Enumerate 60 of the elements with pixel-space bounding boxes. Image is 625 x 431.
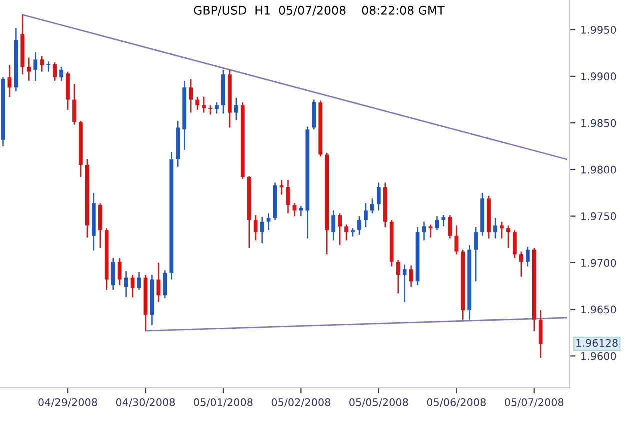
candlestick — [118, 258, 122, 286]
candlestick — [111, 258, 116, 291]
candlestick — [60, 66, 64, 82]
x-tick-label: 04/29/2008 — [38, 398, 98, 408]
candlestick — [332, 210, 336, 242]
candlestick — [234, 97, 238, 121]
candlestick — [260, 216, 264, 244]
candlestick — [435, 216, 440, 231]
candlestick — [202, 96, 206, 114]
candlestick — [163, 270, 168, 300]
x-tick-label: 04/30/2008 — [116, 398, 176, 408]
candlestick — [500, 221, 504, 240]
candlestick — [364, 202, 368, 228]
chart-title: GBP/USD H1 05/07/2008 08:22:08 GMT — [194, 6, 445, 16]
candlestick — [526, 246, 530, 268]
x-tick-label: 05/07/2008 — [505, 398, 564, 408]
candlestick — [196, 96, 200, 111]
candlestick — [208, 104, 212, 116]
candlestick — [409, 265, 414, 288]
candlestick — [494, 218, 498, 240]
candlestick — [454, 225, 459, 256]
x-tick-label: 05/05/2008 — [350, 398, 408, 408]
candlestick — [448, 214, 452, 240]
candlestick — [506, 225, 510, 249]
candlestick — [215, 102, 219, 114]
text: 1.96128 — [576, 339, 618, 348]
candlestick — [27, 57, 32, 82]
candlestick — [344, 224, 348, 242]
candlestick — [189, 78, 194, 114]
candlestick — [442, 214, 446, 228]
candlestick — [53, 62, 57, 82]
candlestick — [156, 262, 161, 303]
candlestick — [34, 52, 38, 82]
candlestick — [402, 264, 407, 303]
candlestick — [474, 226, 478, 282]
candlestick — [280, 179, 284, 196]
candlestick — [266, 212, 271, 231]
candlestick — [376, 182, 381, 212]
y-tick-label: 1.9600 — [582, 352, 616, 360]
candlestick — [40, 55, 44, 72]
candlestick — [519, 251, 524, 278]
y-tick-label: 1.9700 — [582, 259, 616, 268]
candlestick — [46, 60, 51, 72]
candlestick — [72, 83, 76, 126]
y-tick-label: 1.9850 — [582, 119, 616, 128]
y-tick-label: 1.9650 — [582, 306, 616, 314]
candlestick — [370, 198, 374, 214]
y-tick-label: 1.9800 — [582, 166, 616, 174]
candlestick — [513, 230, 517, 259]
candlestick — [396, 260, 400, 294]
y-tick-label: 1.9950 — [582, 26, 616, 34]
candlestick — [338, 212, 342, 246]
x-tick-label: 05/01/2008 — [194, 398, 253, 408]
x-tick-label: 05/02/2008 — [272, 398, 330, 408]
candlestick — [428, 224, 433, 238]
y-tick-label: 1.9750 — [582, 212, 616, 220]
candlestick — [254, 214, 258, 242]
x-tick-label: 05/06/2008 — [427, 398, 486, 408]
candlestick — [358, 216, 362, 236]
y-tick-label: 1.9900 — [582, 72, 616, 81]
